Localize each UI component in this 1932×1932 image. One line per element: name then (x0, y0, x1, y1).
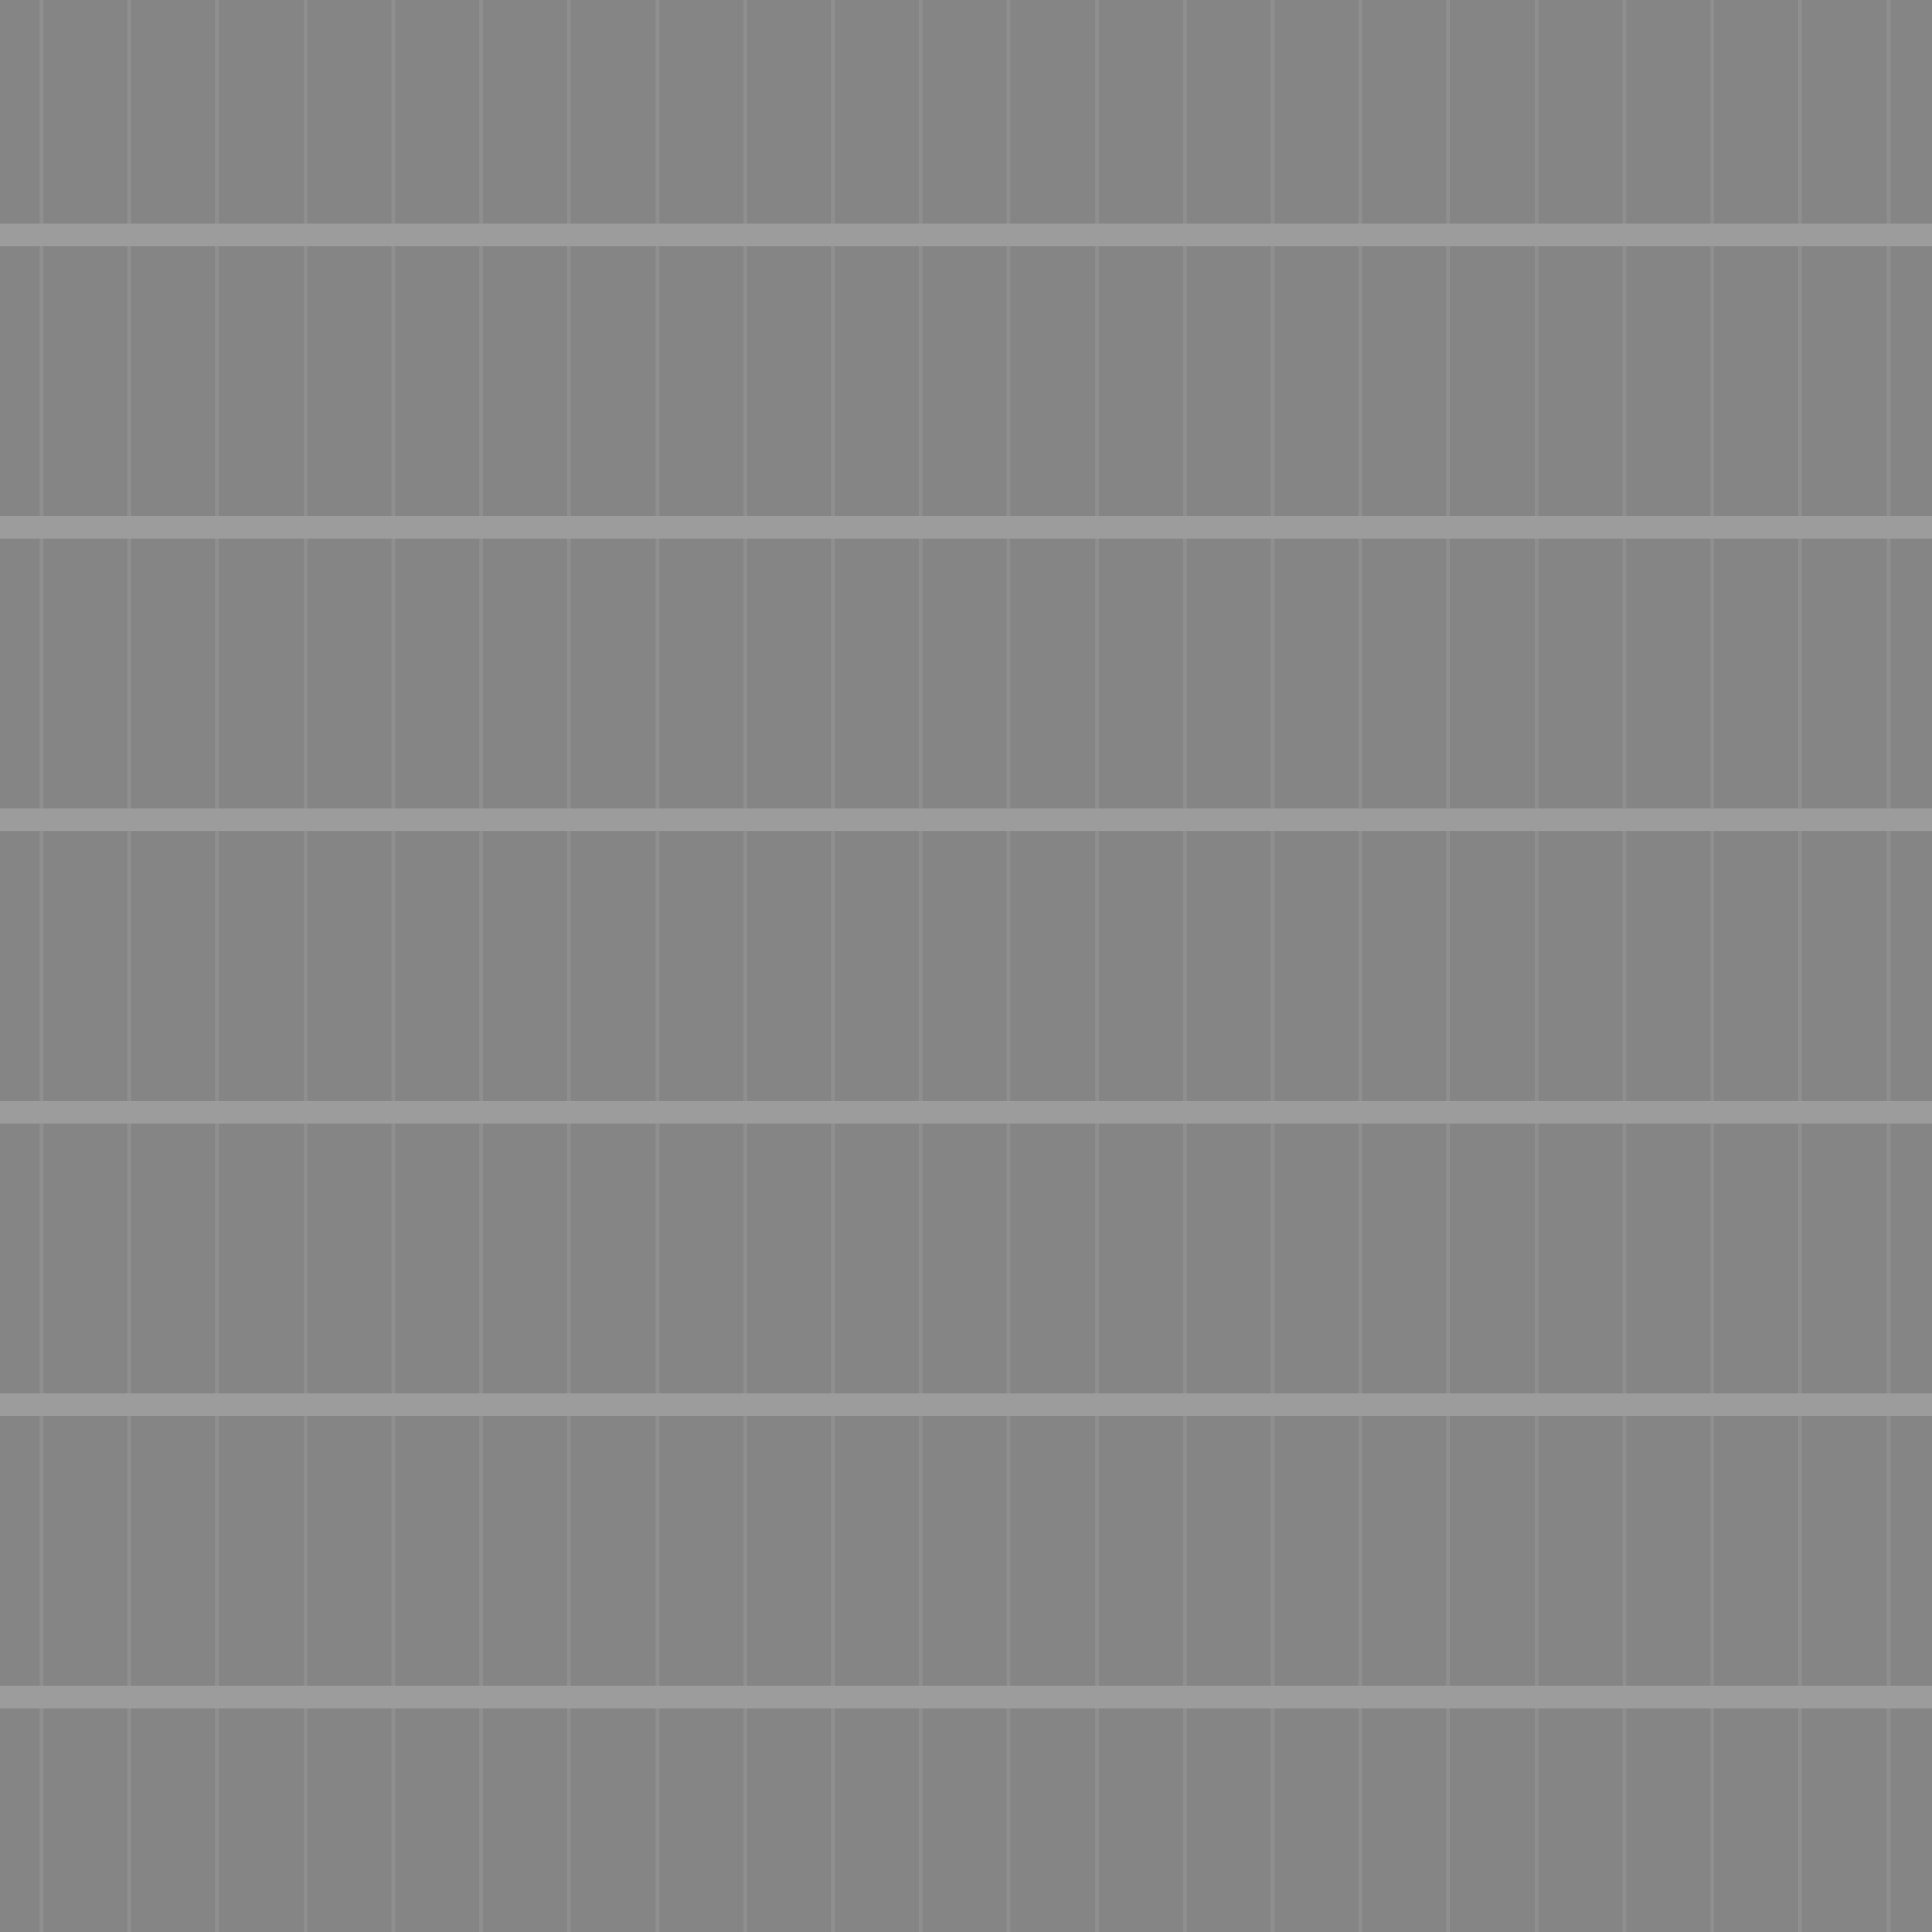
horizontal-bands (0, 224, 1932, 1708)
horizontal-band (0, 1686, 1932, 1708)
horizontal-band (0, 1101, 1932, 1124)
vertical-rules (40, 0, 1890, 1932)
horizontal-band (0, 516, 1932, 539)
horizontal-band (0, 808, 1932, 831)
horizontal-band (0, 224, 1932, 246)
horizontal-band (0, 1393, 1932, 1416)
